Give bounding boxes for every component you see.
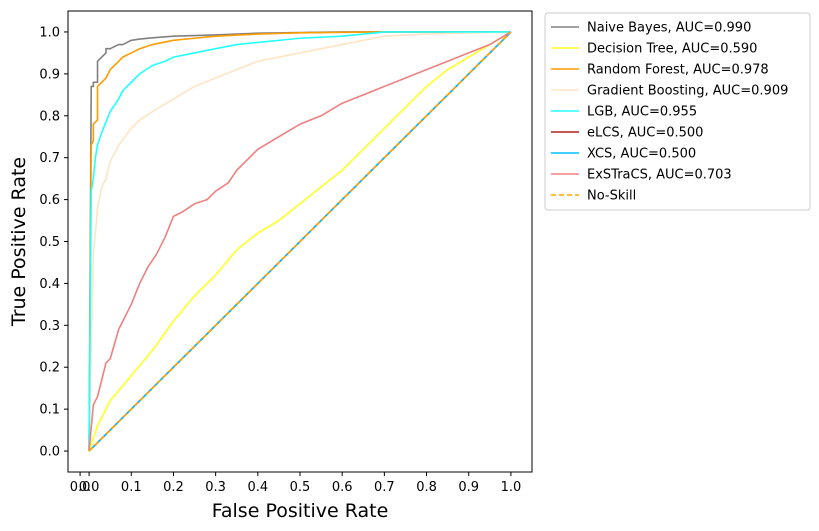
series-line-2 [88,31,511,452]
y-tick-label: 1.0 [39,25,60,40]
x-axis-title: False Positive Rate [212,500,389,522]
series-line-7 [88,31,512,452]
series-line-0 [88,31,511,452]
legend-label-8: No-Skill [587,189,636,204]
y-tick-label: 0.8 [39,109,60,124]
legend-label-4: LGB, AUC=0.955 [587,105,697,120]
legend: Naive Bayes, AUC=0.990 Decision Tree, AUC… [544,12,811,211]
legend-label-6: XCS, AUC=0.500 [587,147,696,162]
legend-box [544,12,811,211]
legend-label-7: ExSTraCS, AUC=0.703 [587,168,732,183]
x-tick-label: 0.2 [163,480,184,495]
x-tick-label: 0.3 [205,480,226,495]
y-tick-label: 0.4 [39,277,60,292]
x-tick-label-extra: 0.0 [70,480,91,495]
x-tick-label: 0.8 [416,480,437,495]
y-tick-label: 0.0 [39,445,60,460]
x-tick-label: 0.0 [79,480,100,495]
legend-label-3: Gradient Boosting, AUC=0.909 [587,84,788,99]
y-tick-label: 0.5 [39,235,60,250]
legend-label-5: eLCS, AUC=0.500 [587,126,703,141]
x-tick-label: 0.7 [374,480,395,495]
series-line-3 [88,31,511,452]
y-tick-label: 0.3 [39,319,60,334]
y-tick-label: 0.2 [39,361,60,376]
legend-label-0: Naive Bayes, AUC=0.990 [587,21,751,36]
series-line-1 [88,31,512,452]
y-axis-title: True Positive Rate [8,157,30,327]
axes: 0.0 0.1 0.2 0.3 0.4 0.5 0.6 0.7 0.8 0.9 1.00.00.00… [8,10,533,522]
x-tick-label: 1.0 [501,480,522,495]
y-tick-label: 0.6 [39,193,60,208]
series-line-8 [88,31,512,452]
y-tick-label: 0.9 [39,67,60,82]
x-tick-label: 0.4 [247,480,268,495]
x-tick-label: 0.1 [121,480,142,495]
series-line-4 [88,31,511,452]
x-tick-label: 0.6 [332,480,353,495]
x-tick-label: 0.9 [458,480,479,495]
legend-label-2: Random Forest, AUC=0.978 [587,63,769,78]
plot-area [88,31,512,452]
y-tick-label: 0.1 [39,403,60,418]
x-tick-label: 0.5 [290,480,311,495]
y-tick-label: 0.7 [39,151,60,166]
legend-label-1: Decision Tree, AUC=0.590 [587,42,757,57]
